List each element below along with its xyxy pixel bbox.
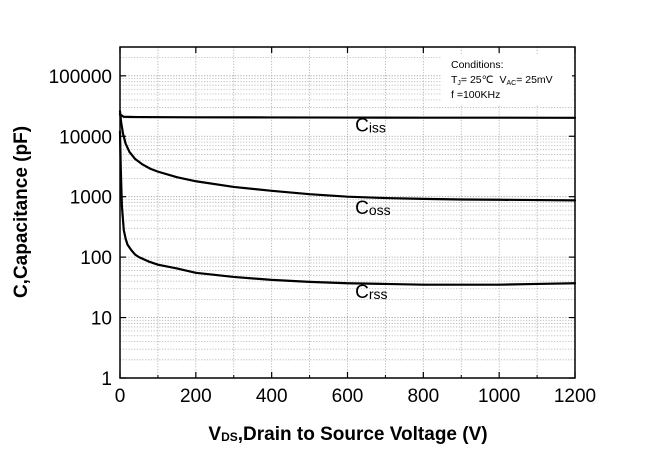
x-tick-label: 0 — [115, 386, 126, 407]
conditions-frequency: f =100KHz — [451, 89, 500, 101]
x-tick-label: 1200 — [554, 386, 596, 407]
y-tick-label: 10 — [91, 309, 112, 330]
series-label-coss: Coss — [355, 198, 391, 219]
series-line-ciss — [118, 113, 577, 119]
y-tick-label: 100000 — [49, 67, 112, 88]
y-tick-label: 100 — [80, 248, 112, 269]
ticks — [119, 47, 576, 379]
y-tick-label: 1 — [101, 369, 112, 390]
conditions-title: Conditions: — [451, 59, 504, 71]
y-tick-label: 1000 — [70, 188, 112, 209]
series-line-crss — [118, 130, 577, 286]
conditions-background — [441, 55, 572, 105]
x-tick-label: 600 — [332, 386, 364, 407]
series-line-coss — [118, 110, 577, 202]
x-tick-label: 800 — [407, 386, 439, 407]
y-axis-title: C,Capacitance (pF) — [11, 126, 32, 298]
series-label-crss: Crss — [355, 282, 387, 303]
conditions-box: Conditions: TJ= 25℃ VAC= 25mV f =100KHz — [441, 55, 572, 105]
curves — [118, 110, 577, 286]
x-tick-label: 400 — [256, 386, 288, 407]
x-axis-title: VDS,Drain to Source Voltage (V) — [208, 424, 487, 445]
y-tick-label: 10000 — [59, 127, 112, 148]
series-label-ciss: Ciss — [355, 115, 386, 136]
tick-labels: 0 200 400 600 800 1000 1200 1 10 100 1000 10000 1000… — [49, 67, 597, 407]
curve-labels: Ciss Coss Crss — [355, 115, 391, 303]
conditions-tj-vac: TJ= 25℃ VAC= 25mV — [451, 74, 553, 87]
x-tick-label: 200 — [180, 386, 212, 407]
x-tick-label: 1000 — [478, 386, 520, 407]
